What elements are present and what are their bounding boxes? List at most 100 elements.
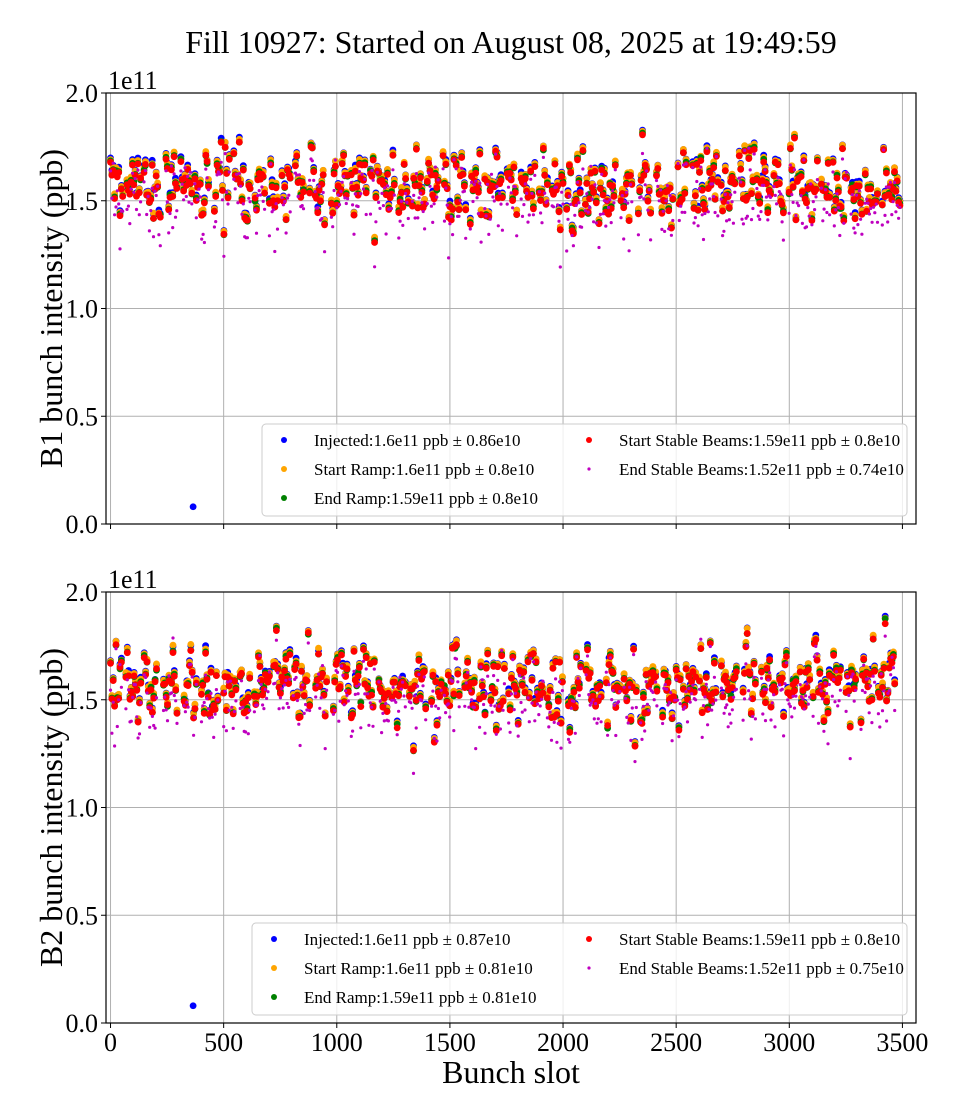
data-point [676,161,680,166]
data-point [584,646,591,654]
data-point [455,692,463,699]
data-point [482,664,490,672]
data-point [883,634,887,638]
data-point [203,158,211,165]
data-point [530,205,537,213]
data-point [589,701,594,705]
data-point [601,212,605,216]
data-point [207,668,215,676]
data-point [819,691,826,698]
data-point [199,681,207,689]
data-point [689,668,697,676]
data-point [362,654,370,661]
data-point [873,680,877,684]
data-point [844,709,848,714]
data-point [401,223,405,227]
data-point [223,689,227,693]
data-point [183,710,187,714]
data-point [647,188,651,192]
data-point [494,732,498,736]
data-point [556,658,563,666]
data-point [730,200,734,204]
data-point [612,703,617,707]
legend-label: Injected:1.6e11 ppb ± 0.87e10 [304,930,511,949]
data-point [370,658,378,666]
data-point [857,200,864,207]
data-point [114,647,118,651]
data-point [792,216,800,224]
data-point [201,704,205,708]
data-point [567,168,575,176]
data-point [241,202,245,206]
data-point [395,733,399,737]
data-point [288,210,292,214]
data-point [110,731,114,735]
data-point [231,677,238,685]
data-point [636,233,641,237]
data-point [671,218,675,223]
data-point [404,191,408,196]
data-point [368,701,372,705]
data-point [508,730,512,734]
data-point [295,698,299,703]
data-point [320,664,325,668]
data-point [322,710,326,714]
data-point [444,671,452,679]
data-point [212,735,216,740]
data-point [169,641,177,649]
data-point [472,169,480,177]
data-point [622,685,626,689]
data-point [134,718,142,726]
data-point [173,215,178,219]
data-point [344,689,348,693]
data-point [300,204,304,208]
data-point [421,684,425,688]
data-point [380,731,384,735]
data-point [604,670,608,674]
data-point [680,149,687,157]
data-point [112,641,120,648]
data-point [558,265,562,269]
data-point [509,197,516,205]
data-point [530,191,534,195]
ticks-b1: 0.00.51.01.52.0 [66,79,903,539]
y-tick-label: 2.0 [66,578,99,607]
data-point [741,718,745,722]
data-point [499,194,506,202]
data-point [235,138,243,146]
data-point [244,216,251,224]
data-point [702,674,710,681]
data-point [380,191,384,195]
data-point [799,188,806,196]
data-point [572,699,576,703]
data-point [875,220,880,224]
data-point [381,181,389,189]
data-point [636,187,644,195]
data-point [579,666,583,670]
data-point [360,172,364,176]
data-point [727,218,731,222]
data-point [113,744,117,748]
data-point [254,231,259,235]
data-point [384,171,391,178]
data-point [606,205,611,210]
data-point [803,683,811,691]
data-point [310,159,314,163]
data-point [225,682,233,690]
data-point [261,199,265,203]
data-point [822,207,826,211]
data-point [545,716,550,720]
data-point [339,664,344,668]
data-point [721,234,725,238]
data-point [669,691,673,695]
data-point [825,210,829,215]
data-point [573,213,577,217]
data-point [759,210,763,214]
data-point [321,221,328,229]
data-point [340,180,344,184]
data-point [224,194,232,202]
data-point [513,211,521,218]
data-point [435,195,439,199]
data-point [492,674,496,678]
data-point [752,152,756,156]
